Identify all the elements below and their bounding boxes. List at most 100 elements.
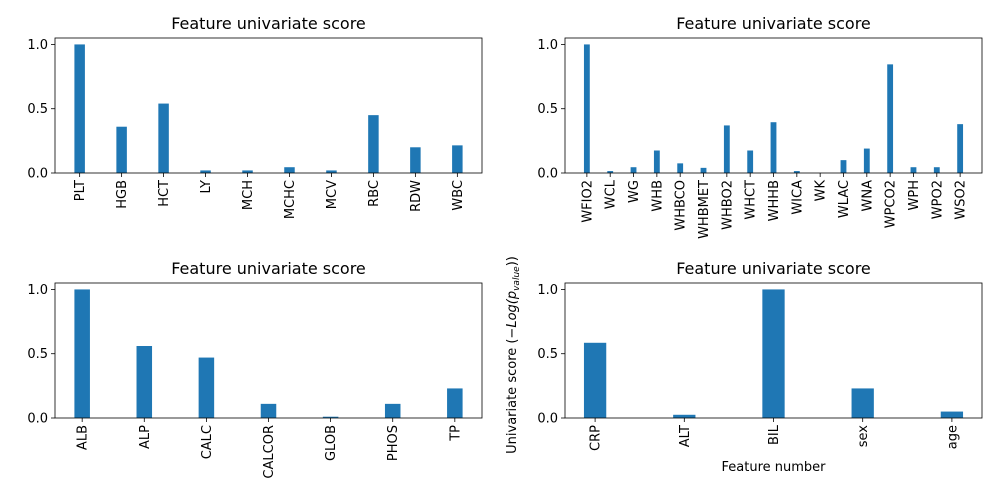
bar-tp	[447, 388, 463, 418]
chart-panel-2: Feature univariate score 0.0 0.5 1.0 WFIO2 WC…	[537, 14, 983, 239]
x-tick-label-rbc: RBC	[367, 180, 382, 207]
x-tick-label-sex: sex	[856, 425, 871, 448]
y-tick-label: 0.5	[537, 347, 558, 362]
x-tick-label-glob: GLOB	[324, 425, 339, 461]
bar-whbo2	[723, 125, 730, 173]
bar-alt	[673, 414, 696, 418]
bar-sex	[851, 388, 874, 418]
bar-whbmet	[700, 167, 707, 173]
chart-title: Feature univariate score	[676, 259, 871, 278]
chart-title: Feature univariate score	[676, 14, 871, 33]
x-tick-label-wna: WNA	[860, 180, 875, 212]
bar-plt	[74, 44, 85, 173]
x-tick-label-wso2: WSO2	[954, 180, 969, 220]
shared-y-axis-label-sub: value	[512, 266, 522, 291]
y-tick-label: 0.0	[537, 167, 558, 182]
x-tick-label-wpco2: WPCO2	[884, 180, 899, 228]
x-tick-label-hgb: HGB	[115, 180, 130, 209]
x-tick-label-wph: WPH	[907, 180, 922, 210]
x-tick-label-whb: WHB	[650, 180, 665, 212]
bar-whbco	[677, 163, 684, 173]
y-tick-label: 0.5	[27, 102, 48, 117]
bar-wpo2	[933, 167, 940, 173]
bar-calcor	[260, 403, 277, 418]
y-tick-label: 0.0	[537, 412, 558, 427]
x-tick-label-wpo2: WPO2	[930, 180, 945, 219]
y-tick-label: 1.0	[537, 283, 558, 298]
x-tick-label-mch: MCH	[241, 180, 256, 210]
x-tick-label-whbmet: WHBMET	[697, 180, 712, 239]
bar-whhb	[770, 122, 777, 173]
x-tick-label-wica: WICA	[790, 180, 805, 215]
x-axis-label: Feature number	[722, 460, 827, 475]
bar-wso2	[957, 124, 964, 173]
bar-hct	[158, 103, 169, 173]
x-tick-label-wbc: WBC	[451, 180, 466, 211]
bar-phos	[384, 403, 401, 418]
plot-frame	[54, 282, 483, 419]
x-tick-label-plt: PLT	[73, 180, 88, 201]
y-tick-label: 0.5	[27, 347, 48, 362]
bar-wfio2	[583, 44, 590, 173]
x-tick-label-whbco: WHBCO	[674, 180, 689, 231]
x-tick-label-wlac: WLAC	[837, 180, 852, 218]
bar-rdw	[410, 147, 421, 173]
bar-wlac	[840, 160, 847, 173]
bar-wbc	[452, 145, 463, 173]
bar-wna	[863, 148, 870, 173]
x-tick-label-bil: BIL	[767, 424, 782, 445]
x-tick-label-alb: ALB	[76, 425, 91, 450]
chart-panel-3: Feature univariate score 0.0 0.5 1.0 ALB ALP C…	[27, 259, 483, 479]
shared-y-axis-label: Univariate score (−Log(pvalue))	[505, 256, 522, 454]
x-tick-label-rdw: RDW	[409, 180, 424, 212]
x-tick-label-whbo2: WHBO2	[720, 180, 735, 230]
bar-wph	[910, 167, 917, 173]
bar-hgb	[116, 126, 127, 173]
chart-panel-1: Feature univariate score 0.0 0.5 1.0 PLT HGB H…	[27, 14, 483, 219]
x-tick-label-calc: CALC	[200, 425, 215, 459]
bar-wpco2	[887, 64, 894, 173]
x-tick-label-wcl: WCL	[604, 179, 619, 209]
bar-age	[940, 411, 964, 418]
x-tick-label-whhb: WHHB	[767, 180, 782, 221]
shared-y-axis-label-prefix: Univariate score (	[505, 339, 520, 454]
chart-panel-4: Feature univariate score 0.0 0.5 1.0 CRP ALT B…	[537, 259, 983, 475]
x-tick-label-whct: WHCT	[744, 180, 759, 220]
x-tick-label-mcv: MCV	[325, 180, 340, 209]
x-tick-label-phos: PHOS	[386, 425, 401, 461]
y-tick-label: 1.0	[537, 38, 558, 53]
bar-mch	[242, 170, 253, 173]
x-tick-label-wg: WG	[627, 180, 642, 203]
bar-mchc	[284, 167, 295, 173]
bar-crp	[583, 342, 607, 418]
x-tick-label-wk: WK	[814, 180, 829, 202]
x-tick-label-calcor: CALCOR	[262, 425, 277, 479]
bar-alp	[136, 346, 153, 418]
x-tick-label-wfio2: WFIO2	[580, 180, 595, 223]
bar-alb	[74, 289, 90, 418]
bar-bil	[762, 289, 785, 418]
bar-wcl	[607, 171, 614, 173]
bar-whb	[653, 150, 660, 173]
bar-calc	[198, 357, 215, 418]
chart-title: Feature univariate score	[171, 14, 366, 33]
bar-whct	[747, 150, 754, 173]
y-tick-label: 0.0	[27, 167, 48, 182]
bar-ly	[200, 170, 211, 173]
bar-wica	[793, 171, 800, 173]
y-tick-label: 1.0	[27, 38, 48, 53]
shared-y-axis-label-math: −Log(p	[505, 291, 520, 339]
shared-y-axis-label-suffix: ))	[505, 256, 520, 266]
x-tick-label-ly: LY	[199, 180, 214, 194]
x-tick-label-hct: HCT	[157, 180, 172, 207]
bar-wg	[630, 167, 637, 173]
x-tick-label-alt: ALT	[678, 425, 693, 447]
bar-mcv	[326, 170, 337, 173]
y-tick-label: 1.0	[27, 283, 48, 298]
x-tick-label-crp: CRP	[589, 425, 604, 451]
chart-title: Feature univariate score	[171, 259, 366, 278]
x-tick-label-tp: TP	[448, 425, 463, 442]
y-tick-label: 0.0	[27, 412, 48, 427]
